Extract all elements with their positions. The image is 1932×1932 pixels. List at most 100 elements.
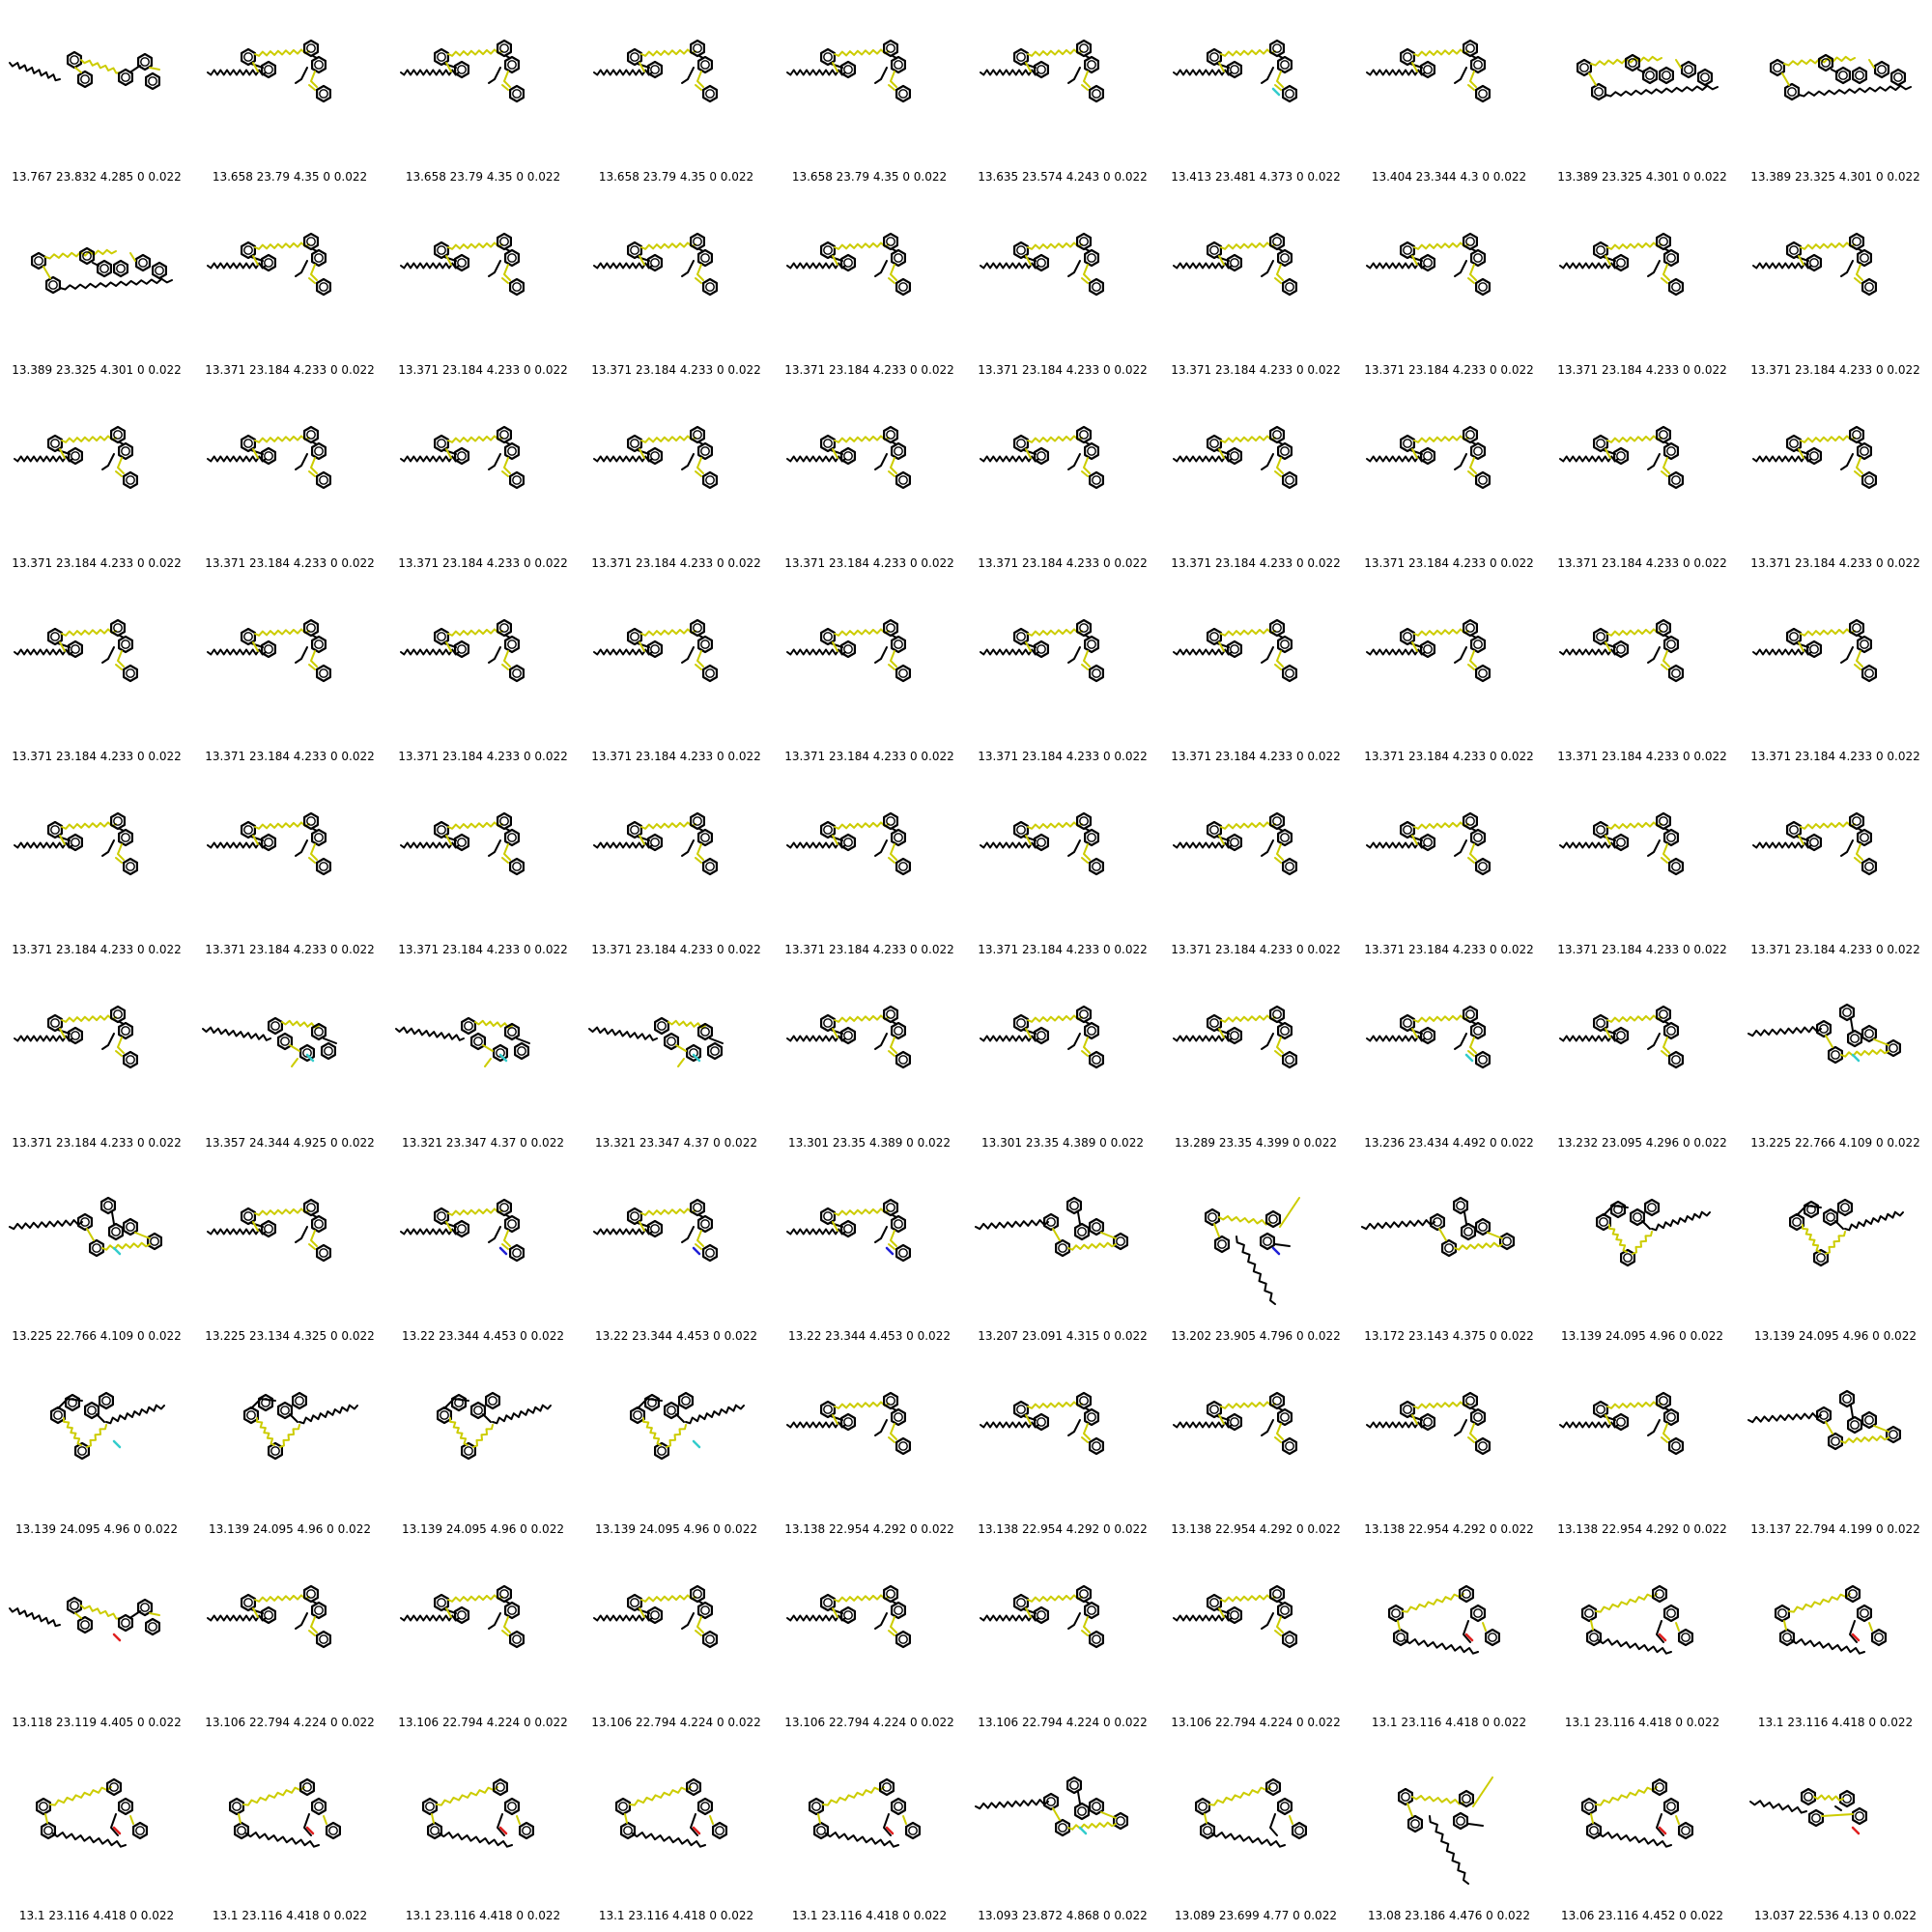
score-caption: 13.371 23.184 4.233 0 0.022 xyxy=(978,943,1148,956)
aromatic-circle xyxy=(1809,644,1819,654)
alkyl-chain xyxy=(786,455,846,463)
aromatic-circle xyxy=(886,1396,895,1406)
molecule-structure xyxy=(50,1391,165,1461)
aromatic-circle xyxy=(1462,1589,1471,1599)
bond xyxy=(488,1612,501,1630)
benzene-ring xyxy=(1089,277,1104,297)
sulfur-bond xyxy=(1081,470,1089,477)
sulfur-bond xyxy=(832,641,838,652)
aromatic-circle xyxy=(1840,1203,1850,1212)
benzene-ring xyxy=(1076,39,1092,58)
aromatic-circle xyxy=(121,1026,130,1036)
bond xyxy=(698,1214,704,1218)
molecule-structure xyxy=(437,1391,552,1461)
bond xyxy=(92,262,99,267)
aromatic-circle xyxy=(1209,1405,1219,1414)
molecule-cell: 13.371 23.184 4.233 0 0.022 xyxy=(1739,580,1932,773)
bond xyxy=(698,248,704,252)
benzene-ring xyxy=(895,664,911,683)
aromatic-circle xyxy=(1092,1634,1101,1644)
aromatic-circle xyxy=(314,253,324,263)
aromatic-circle xyxy=(689,1048,698,1058)
aromatic-circle xyxy=(1671,862,1681,871)
sulfur-chain xyxy=(1800,242,1856,250)
score-caption: 13.22 23.344 4.453 0 0.022 xyxy=(595,1329,757,1343)
sulfur-bond xyxy=(1798,448,1804,459)
molecule-cell: 13.371 23.184 4.233 0 0.022 xyxy=(1739,773,1932,966)
alkyl-chain xyxy=(786,1421,846,1429)
score-caption: 13.037 22.536 4.13 0 0.022 xyxy=(1754,1909,1917,1922)
sulfur-bond xyxy=(1218,1028,1225,1038)
alkyl-chain xyxy=(1173,648,1233,656)
benzene-ring xyxy=(1652,1584,1667,1604)
score-caption: 13.371 23.184 4.233 0 0.022 xyxy=(12,1136,182,1150)
sulfur-chain xyxy=(1413,48,1469,57)
benzene-ring xyxy=(1076,811,1092,831)
benzene-ring xyxy=(1847,1029,1862,1048)
aromatic-circle xyxy=(148,76,157,86)
benzene-ring xyxy=(1586,1628,1602,1647)
aromatic-circle xyxy=(1403,1018,1412,1028)
aromatic-circle xyxy=(80,1620,90,1630)
aromatic-circle xyxy=(705,1248,715,1258)
aromatic-circle xyxy=(843,1224,853,1234)
bond xyxy=(295,1612,308,1630)
sulfur-bond xyxy=(503,71,511,88)
sulfur-bond xyxy=(695,1630,702,1636)
benzene-ring xyxy=(1845,1584,1861,1604)
benzene-ring xyxy=(68,639,83,659)
benzene-ring xyxy=(1857,828,1872,847)
alkyl-chain xyxy=(786,1035,846,1042)
score-caption: 13.1 23.116 4.418 0 0.022 xyxy=(212,1909,368,1922)
benzene-ring xyxy=(68,446,83,466)
aromatic-circle xyxy=(113,816,123,826)
sulfur-bond xyxy=(1274,1630,1282,1636)
molecule-structure xyxy=(1366,811,1491,876)
alkyl-chain xyxy=(439,1832,513,1848)
bond xyxy=(1085,441,1091,445)
sulfur-bond xyxy=(695,84,702,91)
benzene-ring xyxy=(77,1615,93,1634)
aromatic-circle xyxy=(126,862,135,871)
benzene-ring xyxy=(1277,248,1293,268)
heteroatom-bond xyxy=(305,1826,315,1835)
benzene-ring xyxy=(1013,820,1029,839)
aromatic-circle xyxy=(1848,1589,1858,1599)
sulfur-bond xyxy=(1487,1232,1503,1239)
aromatic-circle xyxy=(473,1037,483,1046)
sulfur-chain xyxy=(61,628,117,637)
benzene-ring xyxy=(1857,441,1872,461)
aromatic-circle xyxy=(113,1009,123,1019)
aromatic-circle xyxy=(1596,1018,1605,1028)
aromatic-circle xyxy=(1092,1055,1101,1065)
aromatic-circle xyxy=(700,1219,710,1229)
bond xyxy=(1454,839,1467,857)
aromatic-circle xyxy=(1037,1610,1046,1620)
score-caption: 13.371 23.184 4.233 0 0.022 xyxy=(591,943,761,956)
aromatic-circle xyxy=(1280,60,1290,70)
sulfur-bond xyxy=(501,277,509,284)
aromatic-circle xyxy=(1462,1794,1471,1804)
aromatic-circle xyxy=(1465,816,1475,826)
molecule-cell: 13.371 23.184 4.233 0 0.022 xyxy=(580,773,773,966)
sulfur-chain xyxy=(1413,435,1469,443)
sulfur-bond xyxy=(1279,1197,1300,1228)
benzene-ring xyxy=(820,434,836,453)
aromatic-circle xyxy=(1478,475,1488,485)
aromatic-circle xyxy=(1087,253,1096,263)
molecule-structure xyxy=(786,232,911,297)
bond xyxy=(1647,1419,1661,1436)
sulfur-chain xyxy=(1027,435,1083,443)
aromatic-circle xyxy=(457,258,467,268)
sulfur-chain xyxy=(1606,1401,1662,1409)
benzene-ring xyxy=(809,1797,824,1816)
sulfur-bond xyxy=(695,277,702,284)
aromatic-circle xyxy=(111,1227,121,1236)
alkyl-chain xyxy=(1598,1638,1672,1655)
molecule-structure xyxy=(1173,1584,1297,1649)
aromatic-circle xyxy=(1850,1034,1860,1043)
benzene-ring xyxy=(485,1391,500,1410)
benzene-ring xyxy=(241,820,256,839)
aromatic-circle xyxy=(1391,1608,1401,1618)
sulfur-bond xyxy=(890,843,897,861)
